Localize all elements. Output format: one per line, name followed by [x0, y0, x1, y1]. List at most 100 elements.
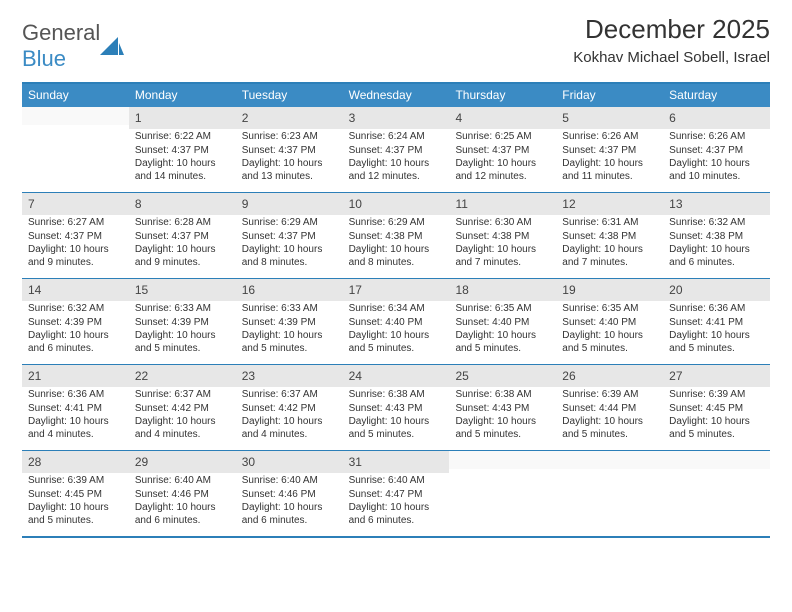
week-row: 21Sunrise: 6:36 AMSunset: 4:41 PMDayligh…: [22, 364, 770, 450]
daynum-bar: 14: [22, 279, 129, 301]
daylight-line: Daylight: 10 hours and 5 minutes.: [135, 330, 230, 355]
day-cell: [556, 451, 663, 536]
day-number: 30: [242, 455, 255, 469]
daynum-bar: 1: [129, 107, 236, 129]
daylight-line: Daylight: 10 hours and 9 minutes.: [135, 244, 230, 269]
day-cell: 19Sunrise: 6:35 AMSunset: 4:40 PMDayligh…: [556, 279, 663, 364]
day-number: 16: [242, 283, 255, 297]
week-row: 28Sunrise: 6:39 AMSunset: 4:45 PMDayligh…: [22, 450, 770, 536]
day-entry: Sunrise: 6:31 AMSunset: 4:38 PMDaylight:…: [560, 217, 659, 269]
daylight-line: Daylight: 10 hours and 4 minutes.: [242, 416, 337, 441]
dow-header: Wednesday: [343, 84, 450, 107]
day-entry: Sunrise: 6:40 AMSunset: 4:46 PMDaylight:…: [133, 475, 232, 527]
daylight-line: Daylight: 10 hours and 6 minutes.: [135, 502, 230, 527]
day-cell: 7Sunrise: 6:27 AMSunset: 4:37 PMDaylight…: [22, 193, 129, 278]
daylight-line: Daylight: 10 hours and 5 minutes.: [455, 330, 550, 355]
sunrise-line: Sunrise: 6:38 AM: [455, 389, 550, 402]
day-number: 14: [28, 283, 41, 297]
sunrise-line: Sunrise: 6:38 AM: [349, 389, 444, 402]
sunset-line: Sunset: 4:37 PM: [669, 145, 764, 158]
day-number: 17: [349, 283, 362, 297]
day-number: 12: [562, 197, 575, 211]
day-number: 22: [135, 369, 148, 383]
day-cell: 16 Sunrise: 6:33 AMSunset: 4:39 PMDayligh…: [236, 279, 343, 364]
sunset-line: Sunset: 4:37 PM: [562, 145, 657, 158]
day-number: 8: [135, 197, 142, 211]
day-cell: 20Sunrise: 6:36 AMSunset: 4:41 PMDayligh…: [663, 279, 770, 364]
sunrise-line: Sunrise: 6:37 AM: [242, 389, 337, 402]
daynum-bar: 18: [449, 279, 556, 301]
sunset-line: Sunset: 4:39 PM: [135, 317, 230, 330]
day-entry: Sunrise: 6:33 AMSunset: 4:39 PMDaylight:…: [240, 303, 339, 355]
brand-logo: General Blue: [22, 14, 124, 72]
sunrise-line: Sunrise: 6:27 AM: [28, 217, 123, 230]
daynum-bar: 22: [129, 365, 236, 387]
day-entry: Sunrise: 6:34 AMSunset: 4:40 PMDaylight:…: [347, 303, 446, 355]
daynum-bar: 16: [236, 279, 343, 301]
daynum-bar: 2: [236, 107, 343, 129]
day-entry: Sunrise: 6:32 AMSunset: 4:39 PMDaylight:…: [26, 303, 125, 355]
day-entry: Sunrise: 6:38 AMSunset: 4:43 PMDaylight:…: [347, 389, 446, 441]
brand-part1: General: [22, 20, 100, 45]
day-entry: Sunrise: 6:37 AMSunset: 4:42 PMDaylight:…: [133, 389, 232, 441]
day-number: 25: [455, 369, 468, 383]
day-number: 29: [135, 455, 148, 469]
day-cell: 2Sunrise: 6:23 AMSunset: 4:37 PMDaylight…: [236, 107, 343, 192]
day-number: 7: [28, 197, 35, 211]
sunrise-line: Sunrise: 6:25 AM: [455, 131, 550, 144]
day-entry: Sunrise: 6:40 AMSunset: 4:47 PMDaylight:…: [347, 475, 446, 527]
day-cell: 14 Sunrise: 6:32 AMSunset: 4:39 PMDayligh…: [22, 279, 129, 364]
daynum-bar: 30: [236, 451, 343, 473]
sunrise-line: Sunrise: 6:39 AM: [669, 389, 764, 402]
daylight-line: Daylight: 10 hours and 8 minutes.: [349, 244, 444, 269]
sunrise-line: Sunrise: 6:39 AM: [28, 475, 123, 488]
daylight-line: Daylight: 10 hours and 5 minutes.: [28, 502, 123, 527]
sunrise-line: Sunrise: 6:23 AM: [242, 131, 337, 144]
week-row: 1Sunrise: 6:22 AMSunset: 4:37 PMDaylight…: [22, 107, 770, 192]
sunset-line: Sunset: 4:38 PM: [455, 231, 550, 244]
sunrise-line: Sunrise: 6:24 AM: [349, 131, 444, 144]
daynum-bar: [449, 451, 556, 469]
week-row: 14 Sunrise: 6:32 AMSunset: 4:39 PMDayligh…: [22, 278, 770, 364]
dow-header: Friday: [556, 84, 663, 107]
sunrise-line: Sunrise: 6:29 AM: [349, 217, 444, 230]
day-number: 9: [242, 197, 249, 211]
day-cell: 23Sunrise: 6:37 AMSunset: 4:42 PMDayligh…: [236, 365, 343, 450]
week-row: 7Sunrise: 6:27 AMSunset: 4:37 PMDaylight…: [22, 192, 770, 278]
sunrise-line: Sunrise: 6:28 AM: [135, 217, 230, 230]
daylight-line: Daylight: 10 hours and 10 minutes.: [669, 158, 764, 183]
daylight-line: Daylight: 10 hours and 6 minutes.: [669, 244, 764, 269]
daynum-bar: 15: [129, 279, 236, 301]
sunset-line: Sunset: 4:46 PM: [135, 489, 230, 502]
day-cell: 28Sunrise: 6:39 AMSunset: 4:45 PMDayligh…: [22, 451, 129, 536]
day-number: 13: [669, 197, 682, 211]
daynum-bar: 8: [129, 193, 236, 215]
sunrise-line: Sunrise: 6:26 AM: [669, 131, 764, 144]
sunset-line: Sunset: 4:45 PM: [28, 489, 123, 502]
sunrise-line: Sunrise: 6:32 AM: [669, 217, 764, 230]
daylight-line: Daylight: 10 hours and 5 minutes.: [562, 330, 657, 355]
daynum-bar: 13: [663, 193, 770, 215]
sunset-line: Sunset: 4:42 PM: [135, 403, 230, 416]
sunset-line: Sunset: 4:37 PM: [135, 231, 230, 244]
daynum-bar: 7: [22, 193, 129, 215]
daylight-line: Daylight: 10 hours and 14 minutes.: [135, 158, 230, 183]
sunrise-line: Sunrise: 6:30 AM: [455, 217, 550, 230]
day-number: 18: [455, 283, 468, 297]
daynum-bar: 5: [556, 107, 663, 129]
daylight-line: Daylight: 10 hours and 6 minutes.: [349, 502, 444, 527]
daylight-line: Daylight: 10 hours and 5 minutes.: [349, 416, 444, 441]
daylight-line: Daylight: 10 hours and 5 minutes.: [562, 416, 657, 441]
sunrise-line: Sunrise: 6:35 AM: [562, 303, 657, 316]
sunset-line: Sunset: 4:40 PM: [349, 317, 444, 330]
daynum-bar: [663, 451, 770, 469]
day-entry: Sunrise: 6:29 AMSunset: 4:37 PMDaylight:…: [240, 217, 339, 269]
sunrise-line: Sunrise: 6:22 AM: [135, 131, 230, 144]
day-cell: 30Sunrise: 6:40 AMSunset: 4:46 PMDayligh…: [236, 451, 343, 536]
daynum-bar: 4: [449, 107, 556, 129]
day-entry: Sunrise: 6:32 AMSunset: 4:38 PMDaylight:…: [667, 217, 766, 269]
day-entry: Sunrise: 6:24 AMSunset: 4:37 PMDaylight:…: [347, 131, 446, 183]
day-number: 15: [135, 283, 148, 297]
sunset-line: Sunset: 4:37 PM: [135, 145, 230, 158]
day-entry: Sunrise: 6:23 AMSunset: 4:37 PMDaylight:…: [240, 131, 339, 183]
